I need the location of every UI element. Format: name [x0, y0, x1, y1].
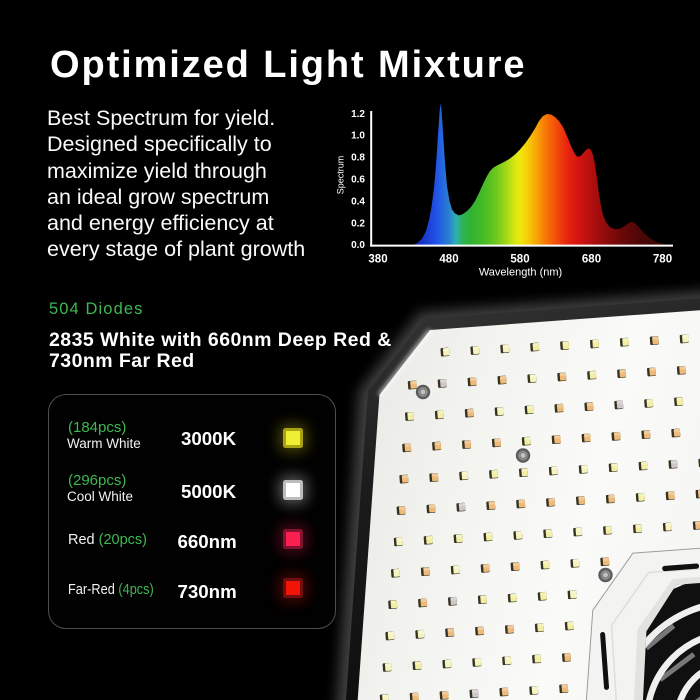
- svg-text:680: 680: [582, 254, 601, 266]
- svg-text:1.2: 1.2: [351, 109, 365, 120]
- svg-text:0.8: 0.8: [351, 153, 365, 164]
- svg-text:0.6: 0.6: [351, 175, 365, 186]
- svg-text:580: 580: [510, 254, 529, 266]
- svg-text:1.0: 1.0: [351, 131, 365, 142]
- svg-text:Wavelength (nm): Wavelength (nm): [479, 267, 562, 279]
- svg-text:0.0: 0.0: [351, 240, 365, 251]
- svg-text:Spectrum: Spectrum: [336, 156, 346, 195]
- svg-text:0.2: 0.2: [351, 218, 365, 229]
- svg-text:380: 380: [368, 254, 387, 266]
- svg-text:480: 480: [439, 254, 458, 266]
- svg-text:780: 780: [653, 254, 672, 266]
- svg-text:0.4: 0.4: [351, 196, 365, 207]
